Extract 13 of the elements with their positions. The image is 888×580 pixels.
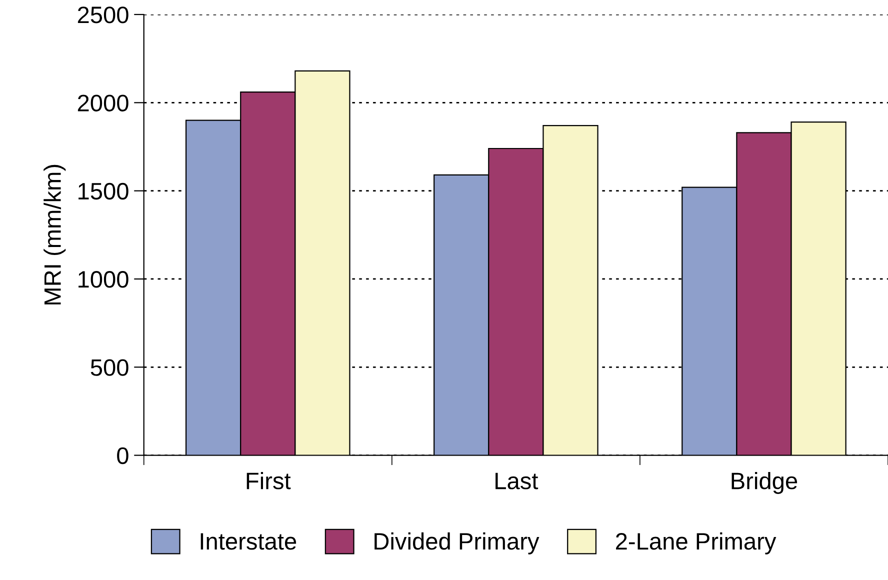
y-tick-label: 2500 (78, 6, 128, 24)
y-axis-title: MRI (mm/km) (44, 164, 66, 304)
x-tick-label: Last (496, 472, 538, 490)
y-tick-label: 0 (117, 447, 128, 464)
legend-label: Interstate (200, 533, 296, 550)
x-tick-label: First (246, 472, 291, 490)
legend-label: Divided Primary (374, 532, 540, 554)
legend-label: 2-Lane Primary (616, 532, 776, 554)
x-tick-label: Bridge (732, 472, 798, 494)
y-tick-label: 1500 (78, 182, 128, 200)
y-tick-label: 2000 (78, 94, 128, 112)
y-tick-label: 1000 (78, 271, 128, 288)
y-tick-label: 500 (90, 359, 128, 376)
